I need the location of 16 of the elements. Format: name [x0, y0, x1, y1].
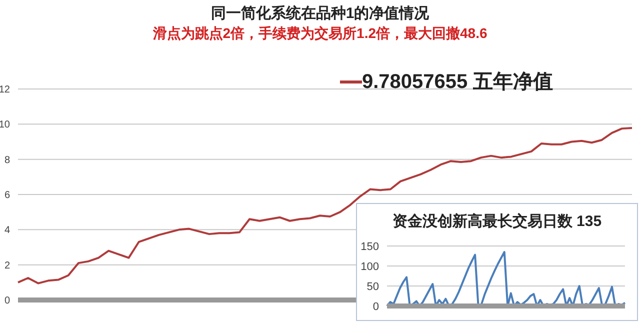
- y-tick-label: 4: [4, 225, 10, 236]
- y-tick-label: 10: [0, 120, 10, 131]
- y-tick-label: 100: [360, 260, 379, 273]
- chart-title: 资金没创新高最长交易日数 135: [391, 212, 603, 231]
- y-tick-label: 8: [4, 154, 10, 166]
- y-tick-label: 6: [4, 190, 10, 202]
- y-tick-label: 0: [4, 296, 10, 307]
- legend-label: 9.78057655 五年净值: [361, 70, 554, 95]
- chart-subtitle: 滑点为跳点2倍，手续费为交易所1.2倍，最大回撤48.6: [152, 25, 488, 43]
- y-tick-label: 2: [4, 260, 10, 272]
- chart-title: 同一简化系统在品种1的净值情况: [210, 4, 430, 23]
- y-tick-label: 12: [0, 84, 10, 96]
- y-tick-label: 150: [360, 240, 379, 253]
- line-series: [386, 251, 626, 306]
- y-tick-label: 0: [372, 300, 379, 313]
- y-tick-label: 50: [366, 280, 379, 293]
